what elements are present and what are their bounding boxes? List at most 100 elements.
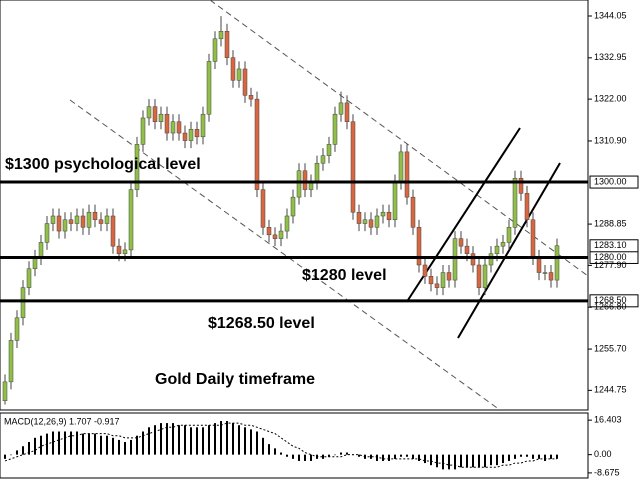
candle-body (398, 151, 404, 183)
macd-bar (82, 433, 84, 455)
y-tick-label: 16.403 (594, 415, 622, 425)
macd-bar (166, 423, 168, 455)
macd-bar (76, 431, 78, 455)
candle-body (536, 257, 542, 273)
macd-bar (466, 454, 468, 468)
macd-bar (388, 454, 390, 461)
candle-body (506, 227, 512, 243)
macd-bar (556, 454, 558, 459)
y-tick-label: 1277.90 (594, 260, 627, 270)
macd-bar (436, 454, 438, 468)
macd-bar (16, 450, 18, 455)
candle-body (266, 227, 272, 236)
macd-bar (190, 427, 192, 455)
candle-body (434, 283, 440, 288)
candle-body (116, 245, 122, 254)
price-label: 1300.00 (594, 176, 627, 186)
macd-bar (94, 433, 96, 455)
macd-bar (292, 454, 294, 459)
macd-bar (304, 454, 306, 461)
candle-body (440, 272, 446, 288)
macd-bar (214, 423, 216, 455)
macd-bar (124, 442, 126, 455)
candle-body (212, 38, 218, 62)
macd-bar (136, 435, 138, 455)
y-tick-label: 1310.90 (594, 135, 627, 145)
macd-bar (184, 425, 186, 455)
candle-body (26, 268, 32, 288)
candle-body (386, 211, 392, 221)
macd-bar (406, 454, 408, 457)
macd-bar (238, 425, 240, 455)
candle-body (38, 242, 44, 258)
macd-bar (544, 454, 546, 461)
macd-bar (220, 420, 222, 455)
annotation: Gold Daily timeframe (155, 371, 315, 388)
macd-bar (538, 454, 540, 459)
candle-body (392, 181, 398, 221)
macd-bar (490, 454, 492, 466)
macd-bar (274, 448, 276, 455)
macd-bar (430, 454, 432, 466)
macd-bar (550, 454, 552, 459)
y-tick-label: -8.675 (594, 467, 620, 477)
candle-body (380, 211, 386, 217)
y-tick-label: 1288.85 (594, 218, 627, 228)
macd-bar (532, 454, 534, 459)
macd-bar (508, 454, 510, 461)
macd-bar (202, 427, 204, 455)
candle-body (458, 238, 464, 247)
candle-body (32, 257, 38, 270)
candle-body (464, 245, 470, 254)
trend-line (209, 0, 589, 277)
trend-line (69, 99, 501, 411)
macd-bar (328, 454, 330, 457)
macd-bar (370, 454, 372, 459)
candle-body (344, 102, 350, 122)
candle-body (518, 178, 524, 194)
candle-body (284, 215, 290, 232)
macd-bar (496, 454, 498, 466)
macd-bar (100, 435, 102, 455)
candle-body (314, 162, 320, 183)
candle-body (260, 189, 266, 228)
candle-body (278, 230, 284, 239)
macd-bar (280, 452, 282, 455)
candle-body (74, 215, 80, 224)
macd-bar (310, 454, 312, 461)
candle-body (254, 98, 260, 190)
candle-body (488, 253, 494, 266)
macd-bar (448, 454, 450, 470)
candles (2, 16, 560, 405)
macd-bar (520, 454, 522, 457)
macd-bar (40, 435, 42, 455)
macd-bar (472, 454, 474, 468)
candle-body (68, 219, 74, 224)
candle-body (110, 215, 116, 247)
macd-frame (0, 412, 589, 479)
candle-body (452, 238, 458, 281)
candle-body (152, 106, 158, 122)
macd-bar (130, 439, 132, 455)
y-tick-label: 0.00 (594, 449, 612, 459)
macd-bar (484, 454, 486, 468)
candle-body (236, 68, 242, 81)
macd-bar (334, 454, 336, 456)
channel-line (457, 162, 561, 339)
candle-body (530, 219, 536, 258)
macd-bar (514, 454, 516, 459)
macd-bar (10, 454, 12, 456)
candle-body (8, 340, 14, 383)
macd-bar (112, 437, 114, 455)
candle-body (338, 102, 344, 115)
candle-body (554, 245, 560, 281)
macd-bar (358, 454, 360, 457)
annotation: $1280 level (302, 267, 387, 284)
macd-bar (376, 454, 378, 461)
macd-bar (526, 454, 528, 457)
candle-body (296, 170, 302, 198)
levels: 1300.00 1280.00 1268.50 1283.10 (0, 175, 639, 308)
macd-bar (502, 454, 504, 464)
candle-body (92, 211, 98, 221)
